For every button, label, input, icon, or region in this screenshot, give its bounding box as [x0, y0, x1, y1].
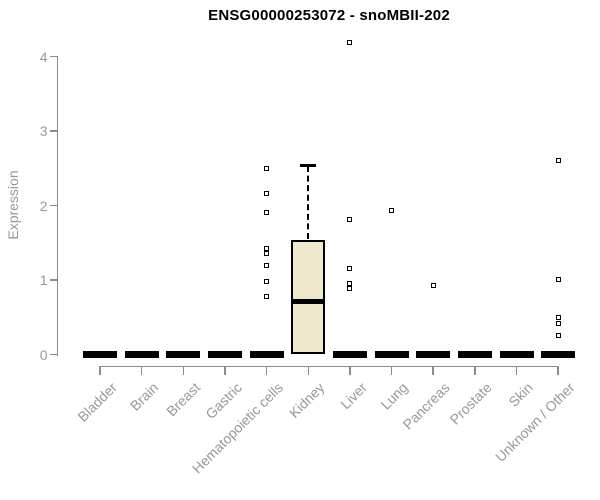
x-axis-tick-label: Bladder: [74, 379, 120, 425]
outlier-point: [555, 314, 561, 320]
outlier-point: [264, 250, 270, 256]
outlier-point: [264, 191, 270, 197]
x-axis-tick: [390, 365, 393, 375]
x-axis-tick: [432, 365, 434, 375]
box-collapsed: [207, 351, 242, 358]
y-axis-tick: [50, 353, 57, 356]
y-axis-tick: [50, 130, 57, 132]
box-collapsed: [332, 351, 367, 358]
x-axis-tick: [140, 365, 143, 375]
outlier-point: [347, 39, 353, 45]
y-axis-tick: [50, 204, 57, 207]
y-axis-tick-label: 1: [39, 272, 48, 288]
box-collapsed: [499, 351, 534, 358]
box-collapsed: [416, 351, 451, 358]
outlier-point: [264, 278, 270, 284]
x-axis-line: [99, 365, 560, 368]
x-axis-tick: [474, 365, 476, 375]
x-axis-tick-label: Lung: [377, 379, 412, 413]
y-axis-tick-label: 3: [39, 123, 48, 139]
box-collapsed: [166, 351, 201, 358]
y-axis-tick-label: 0: [39, 346, 48, 363]
x-axis-tick-label: Unknown / Other: [492, 379, 578, 465]
outlier-point: [347, 217, 353, 223]
x-axis-tick-label: Brain: [126, 379, 162, 414]
outlier-point: [264, 262, 270, 268]
chart-title: ENSG00000253072 - snoMBII-202: [208, 7, 450, 24]
x-axis-tick: [307, 365, 309, 375]
whisker-cap: [300, 164, 317, 167]
y-axis-tick-label: 4: [39, 48, 48, 65]
outlier-point: [347, 265, 353, 271]
outlier-point: [264, 166, 270, 172]
median-line: [293, 299, 324, 305]
outlier-point: [347, 286, 353, 292]
outlier-point: [555, 276, 561, 282]
x-axis-tick: [99, 365, 101, 375]
box-collapsed: [124, 351, 159, 358]
box-collapsed: [249, 351, 284, 358]
outlier-point: [555, 332, 561, 338]
x-axis-tick-label: Kidney: [286, 379, 328, 421]
x-axis-tick: [557, 365, 559, 375]
y-axis-tick: [50, 279, 57, 281]
box-collapsed: [374, 351, 409, 358]
outlier-point: [389, 208, 395, 214]
x-axis-tick: [515, 365, 518, 375]
x-axis-tick: [349, 365, 351, 375]
x-axis-tick-label: Skin: [505, 379, 537, 410]
x-axis-tick-label: Liver: [336, 379, 370, 413]
y-axis-tick: [50, 55, 57, 58]
x-axis-tick: [182, 365, 185, 375]
box-body: [291, 239, 326, 355]
x-axis-tick-label: Breast: [162, 379, 203, 420]
x-axis-tick: [224, 365, 226, 375]
x-axis-tick: [265, 365, 268, 375]
y-axis-line: [56, 56, 59, 356]
box-collapsed: [541, 351, 576, 358]
x-axis-tick-label: Prostate: [446, 379, 495, 428]
outlier-point: [430, 283, 436, 289]
y-axis-tick-label: 2: [39, 197, 48, 214]
outlier-point: [555, 320, 561, 326]
outlier-point: [555, 157, 561, 163]
box-collapsed: [83, 351, 117, 358]
outlier-point: [264, 293, 270, 299]
box-collapsed: [457, 351, 492, 358]
outlier-point: [264, 209, 270, 215]
outlier-point: [347, 281, 353, 287]
whisker-line: [307, 166, 310, 239]
